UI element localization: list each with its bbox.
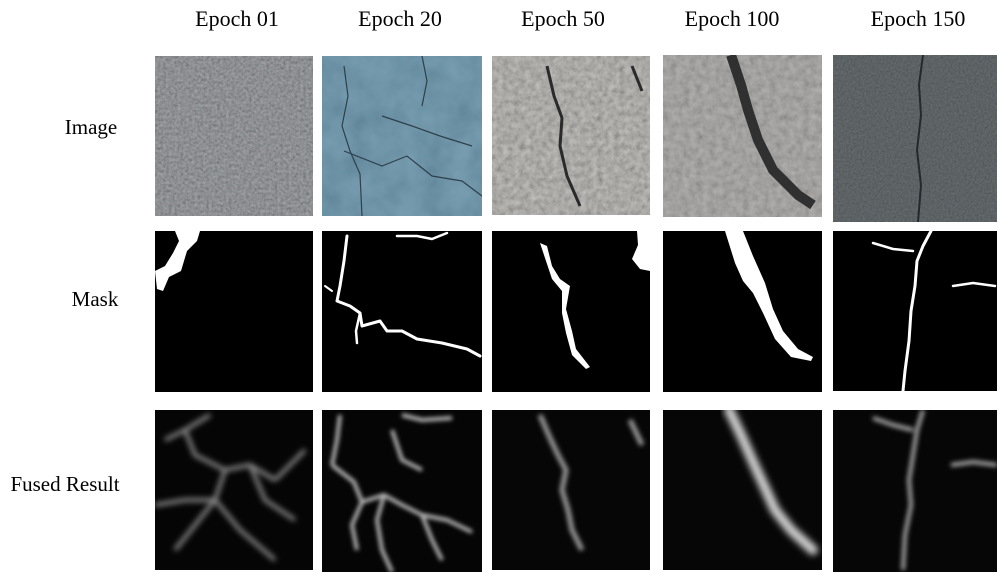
- fused-epoch-150: [833, 410, 997, 572]
- image-epoch-50: [492, 56, 650, 215]
- fused-epoch-100: [663, 410, 822, 570]
- image-epoch-01: [155, 56, 313, 216]
- row-label-image: Image: [64, 115, 118, 139]
- mask-epoch-20: [322, 231, 482, 392]
- column-label-epoch-50: Epoch 50: [521, 6, 605, 31]
- column-label-epoch-150: Epoch 150: [870, 6, 966, 31]
- mask-epoch-50: [492, 231, 650, 392]
- image-epoch-20: [322, 56, 482, 216]
- column-label-epoch-20: Epoch 20: [358, 6, 442, 31]
- image-epoch-100: [663, 55, 822, 217]
- fused-epoch-50: [492, 410, 650, 570]
- column-label-epoch-100: Epoch 100: [684, 6, 780, 31]
- mask-epoch-100: [663, 231, 822, 392]
- mask-epoch-150: [833, 231, 997, 391]
- mask-epoch-01: [155, 231, 313, 392]
- row-label-fused-result: Fused Result: [10, 472, 120, 496]
- fused-epoch-01: [155, 410, 313, 570]
- column-label-epoch-01: Epoch 01: [195, 6, 279, 31]
- image-epoch-150: [833, 55, 997, 222]
- row-label-mask: Mask: [71, 287, 119, 311]
- fused-epoch-20: [322, 410, 482, 572]
